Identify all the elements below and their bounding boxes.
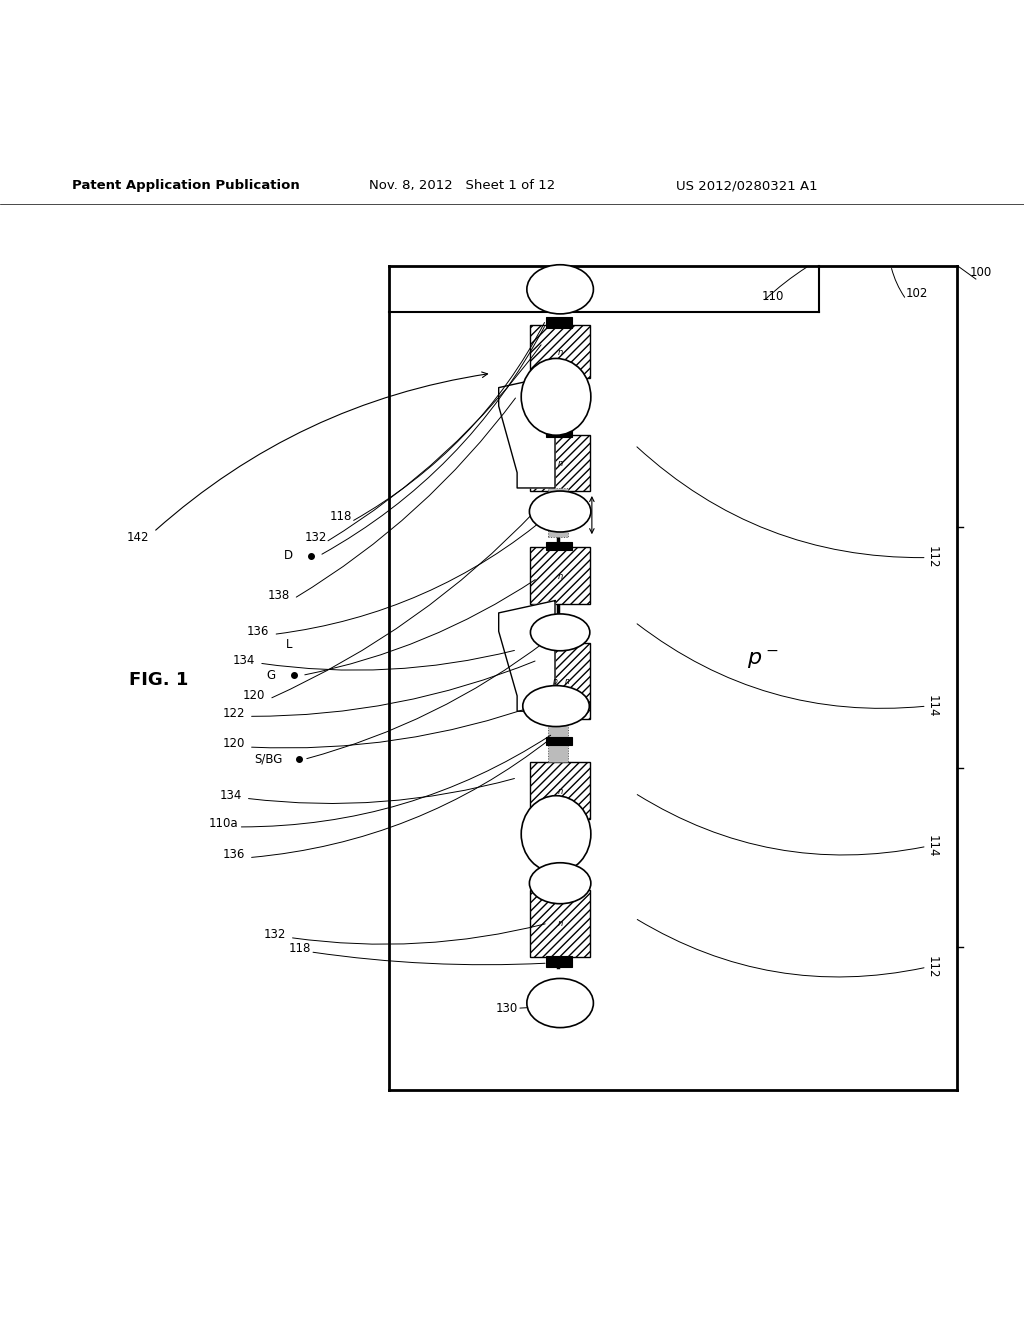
Bar	[548, 713, 568, 763]
Text: 118: 118	[330, 510, 352, 523]
Text: n: n	[557, 787, 563, 796]
Bar	[546, 543, 572, 550]
Text: n: n	[565, 677, 569, 686]
Text: 110a: 110a	[209, 817, 238, 830]
Bar	[546, 317, 572, 329]
Text: 138: 138	[267, 589, 290, 602]
Text: US 2012/0280321 A1: US 2012/0280321 A1	[676, 180, 817, 193]
Polygon shape	[499, 375, 555, 488]
Polygon shape	[499, 601, 555, 711]
Text: 120: 120	[243, 689, 265, 702]
Bar	[530, 643, 590, 719]
Text: 132: 132	[263, 928, 286, 941]
Bar	[530, 763, 590, 818]
Ellipse shape	[530, 614, 590, 651]
Text: 130: 130	[496, 1002, 518, 1015]
Text: 130: 130	[528, 290, 551, 304]
Text: 110: 110	[762, 290, 784, 304]
Ellipse shape	[529, 491, 591, 532]
Ellipse shape	[523, 685, 590, 726]
Bar	[530, 891, 590, 957]
Text: 102: 102	[905, 286, 928, 300]
Text: Patent Application Publication: Patent Application Publication	[72, 180, 299, 193]
Text: 134: 134	[232, 653, 255, 667]
Text: D: D	[285, 549, 293, 562]
Text: 112: 112	[926, 956, 938, 978]
Text: 142: 142	[127, 531, 150, 544]
Ellipse shape	[521, 359, 591, 436]
Text: p: p	[552, 677, 556, 686]
Text: FIG. 1: FIG. 1	[129, 672, 188, 689]
Bar	[546, 956, 572, 968]
Text: 100: 100	[970, 267, 992, 280]
Text: L: L	[286, 638, 292, 651]
Text: $p^-$: $p^-$	[748, 648, 778, 672]
Ellipse shape	[529, 863, 591, 904]
Ellipse shape	[526, 978, 594, 1027]
Text: G: G	[267, 669, 275, 682]
Text: 136: 136	[247, 624, 269, 638]
Text: Nov. 8, 2012   Sheet 1 of 12: Nov. 8, 2012 Sheet 1 of 12	[369, 180, 555, 193]
Text: 136: 136	[222, 847, 245, 861]
Text: 132: 132	[304, 531, 327, 544]
Text: n: n	[557, 459, 563, 467]
Bar	[546, 429, 572, 437]
Bar	[546, 737, 572, 744]
Text: n: n	[557, 572, 563, 581]
Ellipse shape	[526, 265, 594, 314]
Bar	[548, 488, 568, 537]
Bar	[546, 883, 572, 891]
Text: n: n	[557, 348, 563, 358]
Text: S/BG: S/BG	[254, 752, 283, 766]
Text: 122: 122	[222, 706, 245, 719]
Text: 114: 114	[926, 836, 938, 858]
Text: 114: 114	[926, 694, 938, 717]
Bar	[530, 548, 590, 603]
Text: n: n	[557, 919, 563, 928]
Bar	[530, 434, 590, 491]
Text: 112: 112	[926, 546, 938, 569]
Ellipse shape	[521, 796, 591, 873]
Text: 134: 134	[219, 788, 242, 801]
Text: 118: 118	[289, 942, 311, 956]
Bar	[530, 325, 590, 379]
Bar	[546, 638, 572, 645]
Text: 120: 120	[222, 738, 245, 751]
